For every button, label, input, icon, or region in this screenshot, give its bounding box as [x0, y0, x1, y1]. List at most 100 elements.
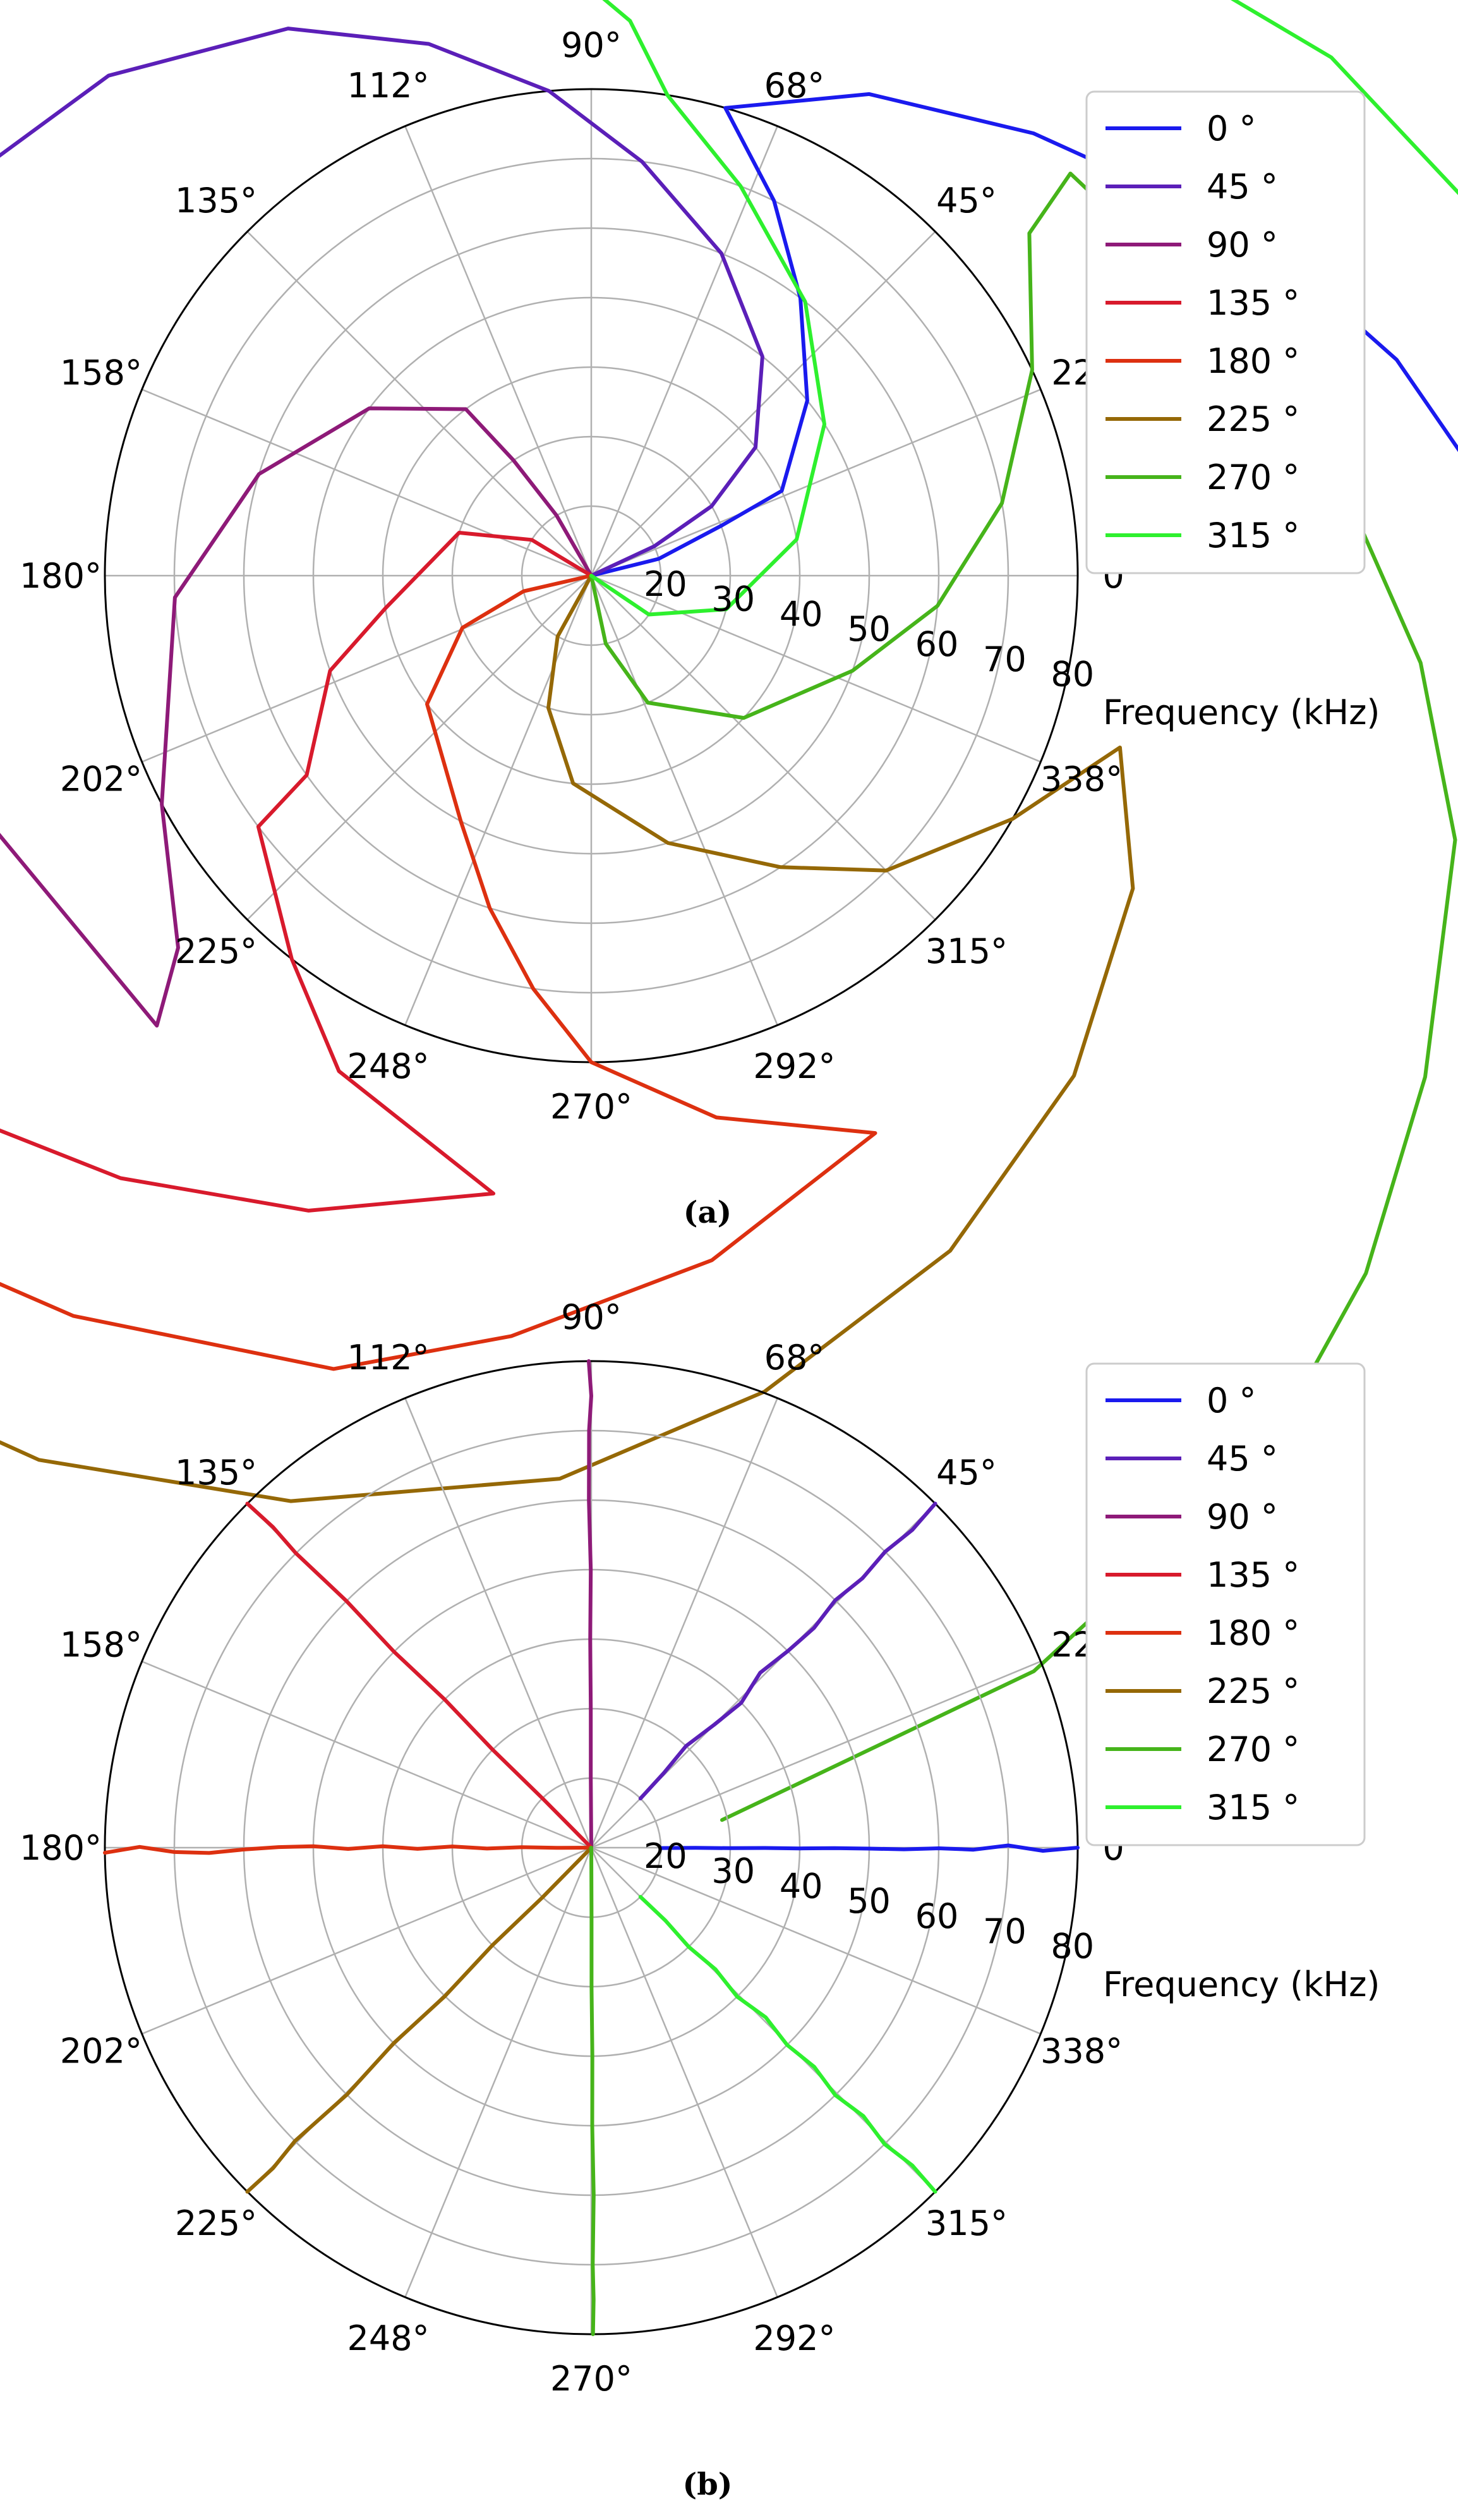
series-line-0: [589, 92, 1458, 578]
theta-tick-label: 68°: [764, 1338, 825, 1378]
legend-label: 0 °: [1207, 109, 1256, 148]
radial-tick-label: 50: [847, 609, 891, 649]
angular-gridline: [590, 575, 778, 1026]
series-line-3: [0, 531, 593, 1213]
theta-tick-label: 292°: [753, 2318, 835, 2358]
radial-tick-label: 30: [711, 579, 755, 619]
series-line-7: [638, 1894, 937, 2194]
radial-tick-label: 20: [644, 1836, 687, 1876]
legend-box: [1085, 90, 1366, 574]
series-line-3: [245, 1501, 593, 1850]
panel-label-a: (a): [684, 1195, 732, 1230]
legend: 0 ° 45 ° 90 ° 135 ° 180 ° 225 ° 270 ° 315 °: [1085, 1362, 1366, 1846]
theta-tick-label: 90°: [561, 25, 622, 65]
series-line-6: [589, 171, 1457, 1822]
radial-tick-label: 50: [847, 1881, 891, 1921]
legend-label: 225 °: [1207, 1671, 1299, 1711]
panel-label-b: (b): [683, 2467, 733, 2502]
series-line-0: [659, 1843, 1080, 1853]
radial-axis-label: Frequency (kHz): [1103, 693, 1380, 732]
theta-tick-label: 270°: [550, 1087, 632, 1127]
series-line-2: [0, 406, 593, 1028]
legend-label: 180 °: [1207, 1613, 1299, 1653]
theta-tick-label: 45°: [936, 1453, 997, 1493]
angular-gridline: [142, 1661, 592, 1849]
series-line-2: [587, 1359, 593, 1850]
angular-gridline: [142, 389, 592, 577]
legend-label: 270 °: [1207, 457, 1299, 497]
theta-tick-label: 180°: [20, 1828, 102, 1868]
theta-tick-label: 338°: [1040, 2031, 1123, 2071]
legend-label: 45 °: [1207, 1439, 1278, 1479]
angular-gridline: [404, 575, 593, 1026]
polar-chart-a: 0°22°45°68°90°112°135°158°180°202°225°24…: [0, 0, 1458, 1822]
polar-chart-b: 0°22°45°68°90°112°135°158°180°202°225°24…: [20, 1297, 1380, 2399]
theta-tick-label: 180°: [20, 556, 102, 596]
angular-gridline: [591, 389, 1041, 577]
series-line-5: [0, 574, 1135, 1503]
angular-gridline: [591, 574, 1041, 763]
angular-gridline: [404, 1847, 593, 2298]
radial-tick-label: 60: [915, 624, 959, 664]
radial-axis-label: Frequency (kHz): [1103, 1965, 1380, 2004]
angular-gridline: [404, 126, 593, 576]
angular-gridline: [246, 575, 592, 921]
angular-gridline: [590, 1398, 778, 1848]
theta-tick-label: 315°: [925, 931, 1008, 971]
legend-label: 180 °: [1207, 341, 1299, 381]
legend-label: 90 °: [1207, 225, 1278, 265]
angular-gridline: [591, 1661, 1041, 1849]
theta-tick-label: 158°: [60, 353, 142, 393]
angular-gridline: [142, 574, 592, 763]
legend-label: 90 °: [1207, 1497, 1278, 1537]
legend-label: 315 °: [1207, 1788, 1299, 1827]
legend-label: 270 °: [1207, 1729, 1299, 1769]
theta-tick-label: 68°: [764, 66, 825, 106]
theta-tick-label: 270°: [550, 2359, 632, 2399]
radial-tick-label: 20: [644, 564, 687, 604]
series-line-4: [103, 1844, 593, 1855]
legend-label: 225 °: [1207, 399, 1299, 439]
theta-tick-label: 338°: [1040, 759, 1123, 799]
theta-tick-label: 315°: [925, 2203, 1008, 2243]
theta-tick-label: 90°: [561, 1297, 622, 1337]
legend-label: 315 °: [1207, 516, 1299, 555]
angular-gridline: [591, 231, 936, 576]
theta-tick-label: 158°: [60, 1625, 142, 1665]
legend-label: 135 °: [1207, 1555, 1299, 1595]
theta-tick-label: 135°: [175, 181, 257, 221]
series-line-6: [589, 1846, 596, 2336]
theta-tick-label: 225°: [175, 931, 257, 971]
angular-gridline: [404, 1398, 593, 1848]
theta-tick-label: 112°: [347, 66, 430, 106]
theta-tick-label: 292°: [753, 1046, 835, 1086]
series-line-5: [245, 1846, 593, 2194]
theta-tick-label: 135°: [175, 1453, 257, 1493]
radial-tick-label: 80: [1051, 1927, 1094, 1966]
angular-gridline: [590, 126, 778, 576]
angular-gridline: [591, 575, 936, 921]
angular-gridline: [591, 1846, 1041, 2035]
radial-tick-label: 30: [711, 1851, 755, 1891]
radial-tick-label: 40: [780, 594, 823, 634]
legend-label: 45 °: [1207, 167, 1278, 207]
series-line-1: [638, 1501, 937, 1801]
theta-tick-label: 202°: [60, 2031, 142, 2071]
radial-tick-label: 70: [983, 1911, 1027, 1951]
radial-tick-label: 80: [1051, 655, 1094, 694]
theta-tick-label: 248°: [347, 2318, 430, 2358]
angular-gridline: [590, 1847, 778, 2298]
series-line-1: [0, 27, 764, 578]
legend-label: 135 °: [1207, 283, 1299, 323]
series-line-7: [589, 0, 1458, 617]
legend-label: 0 °: [1207, 1381, 1256, 1421]
series-line-4: [0, 574, 877, 1371]
theta-tick-label: 112°: [347, 1338, 430, 1378]
theta-tick-label: 202°: [60, 759, 142, 799]
theta-tick-label: 225°: [175, 2203, 257, 2243]
theta-tick-label: 248°: [347, 1046, 430, 1086]
theta-tick-label: 45°: [936, 181, 997, 221]
angular-gridline: [142, 1846, 592, 2035]
angular-gridline: [246, 231, 592, 576]
